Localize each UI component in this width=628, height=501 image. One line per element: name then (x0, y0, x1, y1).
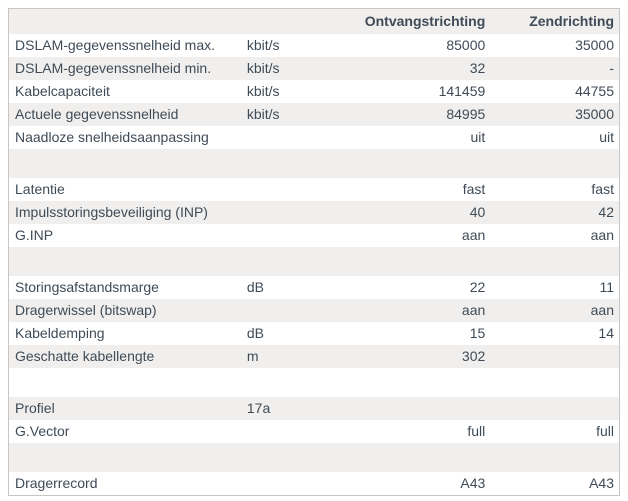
row-label: Kabeldemping (15, 325, 105, 341)
row-receive-value: 302 (461, 348, 486, 364)
row-receive-value: 32 (469, 60, 486, 76)
table-body: Ontvangstrichting Zendrichting DSLAM-geg… (8, 8, 620, 496)
table-row: Geschatte kabellengte m 302 (8, 345, 620, 368)
table-row: Kabelcapaciteit kbit/s 141459 44755 (8, 80, 620, 103)
row-unit: m (246, 348, 259, 364)
row-send-value: 35000 (575, 37, 614, 53)
dsl-info-panel: Ontvangstrichting Zendrichting DSLAM-geg… (8, 8, 620, 496)
row-label: DSLAM-gegevenssnelheid min. (15, 60, 212, 76)
table-row: Impulsstoringsbeveiliging (INP) 40 42 (8, 201, 620, 224)
row-unit: dB (246, 279, 264, 295)
row-label: Dragerrecord (15, 475, 98, 491)
row-send-value: full (596, 423, 614, 439)
row-label: DSLAM-gegevenssnelheid max. (15, 37, 215, 53)
row-send-value: uit (599, 129, 614, 145)
row-send-value: aan (590, 227, 614, 243)
row-label: Kabelcapaciteit (15, 83, 110, 99)
header-parameter (9, 9, 241, 35)
spacer-cell (9, 149, 620, 178)
table-row: G.INP aan aan (8, 224, 620, 247)
row-label: Actuele gegevenssnelheid (15, 106, 179, 122)
spacer-cell (9, 443, 620, 472)
spacer-row (8, 368, 620, 397)
row-send-value: 14 (598, 325, 614, 341)
row-send-value (490, 397, 619, 420)
row-label: G.Vector (15, 423, 70, 439)
row-unit (241, 472, 347, 496)
spacer-cell (9, 368, 620, 397)
row-receive-value: 141459 (438, 83, 486, 99)
table-row: Naadloze snelheidsaanpassing uit uit (8, 126, 620, 149)
row-label: G.INP (15, 227, 54, 243)
row-label: Impulsstoringsbeveiliging (INP) (15, 204, 208, 220)
spacer-row (8, 443, 620, 472)
row-unit: 17a (246, 400, 271, 416)
row-receive-value: A43 (460, 475, 486, 491)
row-send-value: aan (590, 302, 614, 318)
table-row: Actuele gegevenssnelheid kbit/s 84995 35000 (8, 103, 620, 126)
row-send-value (490, 345, 619, 368)
row-send-value: 35000 (575, 106, 614, 122)
row-label: Dragerwissel (bitswap) (15, 302, 157, 318)
row-unit (241, 224, 347, 247)
table-row: Dragerwissel (bitswap) aan aan (8, 299, 620, 322)
row-unit (241, 126, 347, 149)
row-receive-value: 40 (469, 204, 486, 220)
row-receive-value: 84995 (446, 106, 486, 122)
header-send-direction: Zendrichting (529, 13, 614, 29)
row-unit (241, 201, 347, 224)
row-unit: kbit/s (246, 106, 280, 122)
row-send-value: - (609, 60, 614, 76)
spacer-row (8, 149, 620, 178)
spacer-cell (9, 247, 620, 276)
header-unit (241, 9, 347, 35)
spacer-row (8, 247, 620, 276)
row-unit: dB (246, 325, 264, 341)
table-row: Kabeldemping dB 15 14 (8, 322, 620, 345)
row-label: Storingsafstandsmarge (15, 279, 159, 295)
dsl-info-table: Ontvangstrichting Zendrichting DSLAM-geg… (8, 8, 620, 496)
row-label: Geschatte kabellengte (15, 348, 155, 364)
row-label: Naadloze snelheidsaanpassing (15, 129, 209, 145)
row-unit: kbit/s (246, 83, 280, 99)
row-unit: kbit/s (246, 37, 280, 53)
row-receive-value: fast (462, 181, 486, 197)
row-send-value: A43 (589, 475, 614, 491)
table-row: Storingsafstandsmarge dB 22 11 (8, 276, 620, 299)
row-receive-value: aan (461, 302, 486, 318)
row-send-value: 11 (599, 279, 614, 295)
row-unit (241, 420, 347, 443)
table-row: DSLAM-gegevenssnelheid min. kbit/s 32 - (8, 57, 620, 80)
table-row: Latentie fast fast (8, 178, 620, 201)
row-label: Latentie (15, 181, 65, 197)
table-header-row: Ontvangstrichting Zendrichting (8, 8, 620, 35)
row-send-value: 44755 (575, 83, 614, 99)
row-receive-value (347, 397, 490, 420)
row-unit (241, 178, 347, 201)
row-receive-value: uit (470, 129, 486, 145)
row-send-value: 42 (598, 204, 614, 220)
row-receive-value: 85000 (446, 37, 486, 53)
table-row: DSLAM-gegevenssnelheid max. kbit/s 85000 35… (8, 34, 620, 57)
row-label: Profiel (15, 400, 55, 416)
header-receive-direction: Ontvangstrichting (364, 13, 486, 29)
row-receive-value: 15 (469, 325, 486, 341)
row-receive-value: aan (461, 227, 486, 243)
table-row: G.Vector full full (8, 420, 620, 443)
row-receive-value: 22 (469, 279, 486, 295)
row-unit: kbit/s (246, 60, 280, 76)
row-receive-value: full (467, 423, 486, 439)
table-row: Dragerrecord A43 A43 (8, 472, 620, 496)
row-unit (241, 299, 347, 322)
row-send-value: fast (591, 181, 614, 197)
table-row: Profiel 17a (8, 397, 620, 420)
